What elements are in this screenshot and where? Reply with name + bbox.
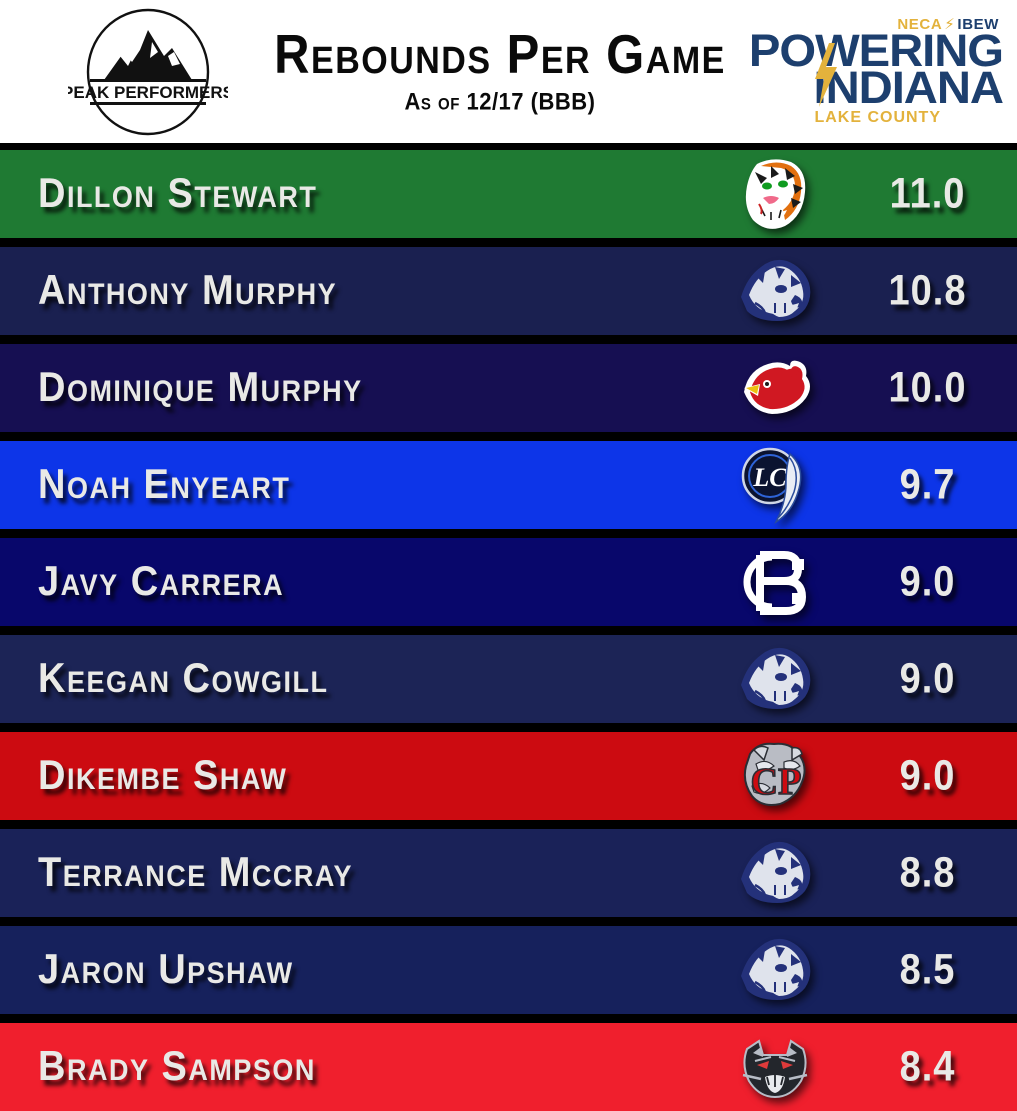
powering-indiana-logo: NECA ⚡ IBEW POWERING INDIANA LAKE COUNTY [749, 13, 1004, 131]
player-name: Terrance Mccray [38, 849, 353, 897]
sponsor-line2: INDIANA [813, 61, 1004, 113]
bc-monogram-logo [700, 538, 850, 626]
leaderboard-rows: Dillon Stewart 11.0 Anthony Murphy 10.8 Domi… [0, 143, 1017, 1111]
leaderboard-row[interactable]: Dominique Murphy 10.0 [0, 344, 1017, 432]
tiger-head-logo [700, 150, 850, 238]
sponsor-line3: LAKE COUNTY [814, 109, 941, 127]
player-name: Dominique Murphy [38, 364, 363, 412]
header-bar: PEAK PERFORMERS Rebounds Per Game As of … [0, 0, 1017, 143]
sponsor-bolt-icon [814, 42, 837, 107]
stat-value: 9.7 [899, 461, 956, 509]
player-name: Anthony Murphy [38, 267, 338, 315]
lightning-bolt-icon: ⚡ [944, 15, 956, 33]
leaderboard-row[interactable]: Jaron Upshaw 8.5 [0, 926, 1017, 1014]
player-name: Noah Enyeart [38, 461, 291, 509]
stat-value: 10.0 [888, 364, 967, 412]
wildcat-head-logo [700, 829, 850, 917]
panther-head-logo [700, 1023, 850, 1111]
leaderboard-row[interactable]: Keegan Cowgill 9.0 [0, 635, 1017, 723]
page-title: Rebounds Per Game [274, 24, 726, 85]
sponsor-line1: POWERING [748, 24, 1004, 76]
player-name: Dikembe Shaw [38, 752, 288, 800]
stat-value: 8.5 [899, 946, 956, 994]
leaderboard-row[interactable]: Terrance Mccray 8.8 [0, 829, 1017, 917]
sponsor-neca-ibew-line: NECA ⚡ IBEW [897, 17, 999, 32]
stat-value: 10.8 [888, 267, 967, 315]
sponsor-wordmark: POWERING INDIANA [749, 28, 1004, 110]
page-subtitle: As of 12/17 (BBB) [404, 87, 596, 115]
stat-value: 9.0 [899, 752, 956, 800]
stat-value: 9.0 [899, 558, 956, 606]
player-name: Javy Carrera [38, 558, 285, 606]
wildcat-head-logo [700, 635, 850, 723]
leaderboard-row[interactable]: Brady Sampson 8.4 [0, 1023, 1017, 1111]
player-name: Dillon Stewart [38, 170, 318, 218]
wildcat-head-logo [700, 926, 850, 1014]
leaderboard-row[interactable]: Anthony Murphy 10.8 [0, 247, 1017, 335]
stat-value: 8.4 [899, 1043, 956, 1091]
leaderboard-row[interactable]: Noah Enyeart LC 9.7 [0, 441, 1017, 529]
peak-performers-logo: PEAK PERFORMERS [68, 8, 228, 136]
player-name: Keegan Cowgill [38, 655, 329, 703]
wildcat-head-logo [700, 247, 850, 335]
leaderboard-row[interactable]: Dikembe Shaw CP 9.0 [0, 732, 1017, 820]
stat-value: 9.0 [899, 655, 956, 703]
sponsor-neca-text: NECA [897, 15, 943, 33]
cardinal-head-logo [700, 344, 850, 432]
lc-feather-logo: LC [700, 441, 850, 529]
stat-value: 11.0 [889, 170, 966, 218]
leaderboard-row[interactable]: Dillon Stewart 11.0 [0, 150, 1017, 238]
player-name: Jaron Upshaw [38, 946, 294, 994]
player-name: Brady Sampson [38, 1043, 316, 1091]
title-block: Rebounds Per Game As of 12/17 (BBB) [222, 24, 778, 115]
svg-text:LC: LC [752, 463, 787, 492]
cp-bulldog-logo: CP [700, 732, 850, 820]
sponsor-ibew-text: IBEW [957, 15, 999, 33]
stat-value: 8.8 [899, 849, 956, 897]
svg-text:CP: CP [751, 761, 802, 803]
peak-performers-logo-text: PEAK PERFORMERS [68, 83, 228, 102]
leaderboard-row[interactable]: Javy Carrera 9.0 [0, 538, 1017, 626]
